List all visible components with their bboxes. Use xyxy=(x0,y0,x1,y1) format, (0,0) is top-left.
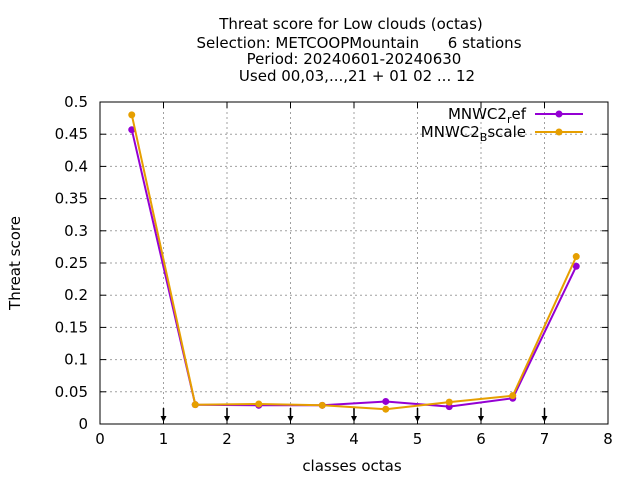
class-marker-arrow xyxy=(478,416,484,422)
x-axis-label: classes octas xyxy=(302,457,402,475)
x-tick-label: 8 xyxy=(603,430,613,448)
plot-frame xyxy=(99,101,609,425)
y-tick-label: 0.2 xyxy=(64,286,88,304)
x-tick-label: 7 xyxy=(540,430,550,448)
title-line-1: Threat score for Low clouds (octas) xyxy=(218,15,483,33)
data-point-MNWC2_Bscale xyxy=(255,400,263,408)
data-point-MNWC2_ref xyxy=(572,262,580,270)
class-marker-arrow xyxy=(287,416,294,422)
data-point-MNWC2_ref xyxy=(128,126,136,134)
legend-label-MNWC2_ref: MNWC2ref xyxy=(448,105,527,126)
x-tick-label: 3 xyxy=(286,430,296,448)
data-point-MNWC2_ref xyxy=(382,397,390,405)
chart-title: Threat score for Low clouds (octas) Sele… xyxy=(196,15,521,85)
y-tick-label: 0.3 xyxy=(64,222,88,240)
tick-labels: 0 1 2 3 4 5 6 7 8 0 0.05 0.1 0.15 0.2 0.25 0.3 0.35 0.4 0.… xyxy=(55,93,613,448)
data-point-MNWC2_Bscale xyxy=(509,392,517,400)
x-tick-label: 5 xyxy=(413,430,423,448)
y-tick-label: 0.05 xyxy=(55,383,88,401)
legend-label-MNWC2_Bscale: MNWC2Bscale xyxy=(421,123,526,144)
y-tick-label: 0.4 xyxy=(64,157,88,175)
data-point-MNWC2_Bscale xyxy=(382,405,390,413)
class-marker-arrow xyxy=(541,416,548,422)
class-boundary-markers xyxy=(160,408,548,422)
legend-swatch-point xyxy=(555,128,563,136)
class-marker-arrow xyxy=(224,416,230,422)
data-point-MNWC2_Bscale xyxy=(191,401,199,409)
title-line-3: Period: 20240601-20240630 xyxy=(247,50,462,68)
grid-lines xyxy=(100,102,608,424)
title-line-4: Used 00,03,...,21 + 01 02 ... 12 xyxy=(239,67,475,85)
y-tick-label: 0.25 xyxy=(55,254,88,272)
x-tick-label: 6 xyxy=(476,430,486,448)
x-tick-label: 0 xyxy=(95,430,105,448)
x-tick-label: 4 xyxy=(349,430,359,448)
x-tick-label: 1 xyxy=(159,430,169,448)
data-point-MNWC2_Bscale xyxy=(445,398,453,406)
y-tick-label: 0.15 xyxy=(55,318,88,336)
y-tick-label: 0.5 xyxy=(64,93,88,111)
legend-swatch-point xyxy=(555,110,563,118)
y-tick-label: 0 xyxy=(78,415,88,433)
x-tick-label: 2 xyxy=(222,430,232,448)
data-point-MNWC2_Bscale xyxy=(572,253,580,261)
series-lines xyxy=(128,111,580,413)
class-marker-arrow xyxy=(160,416,167,422)
y-tick-label: 0.1 xyxy=(64,351,88,369)
data-point-MNWC2_Bscale xyxy=(128,111,136,119)
data-point-MNWC2_Bscale xyxy=(318,401,326,409)
y-tick-label: 0.35 xyxy=(55,190,88,208)
class-marker-arrow xyxy=(351,416,357,422)
title-line-2: Selection: METCOOPMountain 6 stations xyxy=(196,34,521,52)
y-tick-label: 0.45 xyxy=(55,125,88,143)
series-line-MNWC2_Bscale xyxy=(130,114,578,411)
y-axis-label: Threat score xyxy=(6,216,24,311)
class-marker-arrow xyxy=(414,416,421,422)
